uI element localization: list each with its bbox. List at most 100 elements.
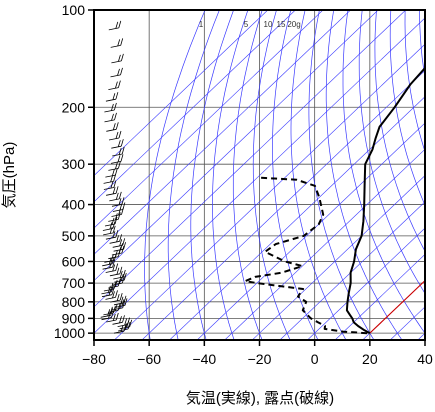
wind-barb-staff bbox=[103, 232, 114, 236]
wind-barb bbox=[112, 146, 125, 157]
wind-barb-flag bbox=[111, 310, 114, 318]
wind-barb bbox=[108, 80, 121, 90]
wind-barb bbox=[106, 312, 119, 323]
skewed-reference-line bbox=[390, 306, 425, 340]
wind-barb-flag bbox=[115, 192, 119, 200]
wind-barb-staff bbox=[108, 256, 119, 260]
wind-barb-flag bbox=[117, 155, 121, 163]
skewed-reference-line bbox=[94, 10, 406, 308]
wind-barb-flag bbox=[112, 231, 116, 238]
y-tick-label: 100 bbox=[62, 2, 86, 18]
wind-barb-staff bbox=[102, 228, 113, 231]
wind-barb bbox=[108, 130, 122, 141]
wind-barb-flag bbox=[119, 316, 122, 324]
wind-barb bbox=[103, 225, 116, 236]
wind-barb-staff bbox=[103, 181, 114, 184]
x-axis-label: 気温(実線), 露点(破線) bbox=[186, 390, 334, 407]
wind-barb bbox=[105, 263, 119, 273]
x-tick-label: 20 bbox=[362, 351, 378, 367]
y-tick-label: 700 bbox=[62, 275, 86, 291]
wind-barb-staff bbox=[103, 187, 114, 190]
wind-barb-staff bbox=[102, 263, 113, 267]
wind-barb-flag bbox=[112, 313, 116, 321]
wind-barb bbox=[109, 191, 122, 202]
wind-barb-flag bbox=[120, 154, 124, 162]
wind-barb bbox=[108, 20, 122, 31]
dewpoint-line bbox=[244, 176, 368, 335]
wind-barb bbox=[105, 290, 118, 300]
skewed-reference-line bbox=[141, 70, 425, 340]
wind-barb bbox=[101, 284, 114, 295]
wind-barb-flag bbox=[117, 212, 121, 220]
wind-barb-staff bbox=[118, 328, 129, 332]
wind-barb-staff bbox=[111, 252, 122, 256]
wind-barb-flag bbox=[115, 81, 118, 89]
wind-barb bbox=[106, 1, 119, 11]
wind-barb-flag bbox=[112, 221, 116, 229]
wind-barb-staff bbox=[101, 317, 112, 321]
wind-barb-flag bbox=[118, 191, 122, 200]
x-tick-label: −60 bbox=[137, 351, 161, 367]
wind-barb-flag bbox=[119, 270, 123, 278]
wind-barb-flag bbox=[110, 181, 114, 189]
skewed-reference-line bbox=[169, 96, 425, 340]
wind-barb-flag bbox=[127, 317, 130, 325]
y-tick-label: 300 bbox=[62, 156, 86, 172]
wind-barb-staff bbox=[111, 145, 122, 149]
wind-barb-flag bbox=[122, 238, 126, 246]
wind-barb-flag bbox=[114, 102, 117, 111]
wind-barb-staff bbox=[104, 119, 115, 123]
wind-barb-staff bbox=[112, 282, 123, 286]
wind-barb-flag bbox=[119, 239, 123, 247]
wind-barb-flag bbox=[118, 276, 122, 284]
skewed-reference-line bbox=[94, 10, 379, 282]
wind-barb bbox=[104, 216, 118, 227]
wind-barb-flag bbox=[119, 266, 123, 274]
skewed-reference-line bbox=[94, 10, 351, 255]
wind-barb bbox=[110, 292, 123, 303]
wind-barb-flag bbox=[113, 281, 117, 290]
wind-barb-staff bbox=[110, 45, 121, 48]
wind-barb-flag bbox=[118, 130, 122, 139]
wind-barb-staff bbox=[109, 273, 120, 277]
dry-adiabat-line bbox=[342, 10, 425, 334]
skewed-reference-line bbox=[94, 17, 425, 334]
wind-barb-flag bbox=[115, 131, 119, 139]
mixing-ratio-labels: 1 5 10 15 20g bbox=[199, 20, 301, 29]
wind-barb-staff bbox=[112, 153, 123, 157]
wind-barb-flag bbox=[117, 1, 119, 8]
dry-adiabat-line bbox=[272, 10, 319, 340]
red-isotherm-line bbox=[369, 279, 425, 334]
wind-barb-staff bbox=[113, 276, 124, 280]
wind-barb-flag bbox=[113, 180, 117, 188]
wind-barb-flag bbox=[115, 167, 118, 176]
y-tick-label: 1000 bbox=[54, 325, 85, 341]
temperature-line bbox=[345, 66, 425, 335]
wind-barb bbox=[111, 197, 125, 207]
wind-barb-flag bbox=[121, 197, 125, 205]
dry-adiabat-line bbox=[252, 10, 291, 340]
y-tick-label: 600 bbox=[62, 253, 86, 269]
wind-barb-flag bbox=[120, 139, 124, 147]
wind-barb-flag bbox=[118, 147, 122, 155]
dry-adiabat-line bbox=[358, 10, 425, 295]
wind-barb-flag bbox=[111, 284, 114, 293]
y-axis-label: 気圧(hPa) bbox=[1, 142, 18, 209]
wind-barb-flag bbox=[119, 292, 123, 301]
wind-barb-staff bbox=[105, 270, 116, 273]
y-tick-label: 900 bbox=[62, 310, 86, 326]
reference-isotherm bbox=[369, 279, 425, 334]
wind-barb-staff bbox=[105, 236, 116, 240]
wind-barb-flag bbox=[110, 306, 113, 314]
wind-barb bbox=[112, 238, 126, 248]
wind-barb-staff bbox=[112, 307, 123, 311]
wind-barb bbox=[103, 174, 116, 184]
wind-barb-staff bbox=[114, 279, 125, 283]
wind-barb bbox=[111, 139, 124, 149]
wind-barb-flag bbox=[114, 304, 118, 312]
wind-barb bbox=[105, 230, 119, 240]
wind-barb-flag bbox=[114, 112, 117, 121]
wind-barb-flag bbox=[121, 275, 125, 284]
wind-barb-flag bbox=[122, 269, 126, 278]
